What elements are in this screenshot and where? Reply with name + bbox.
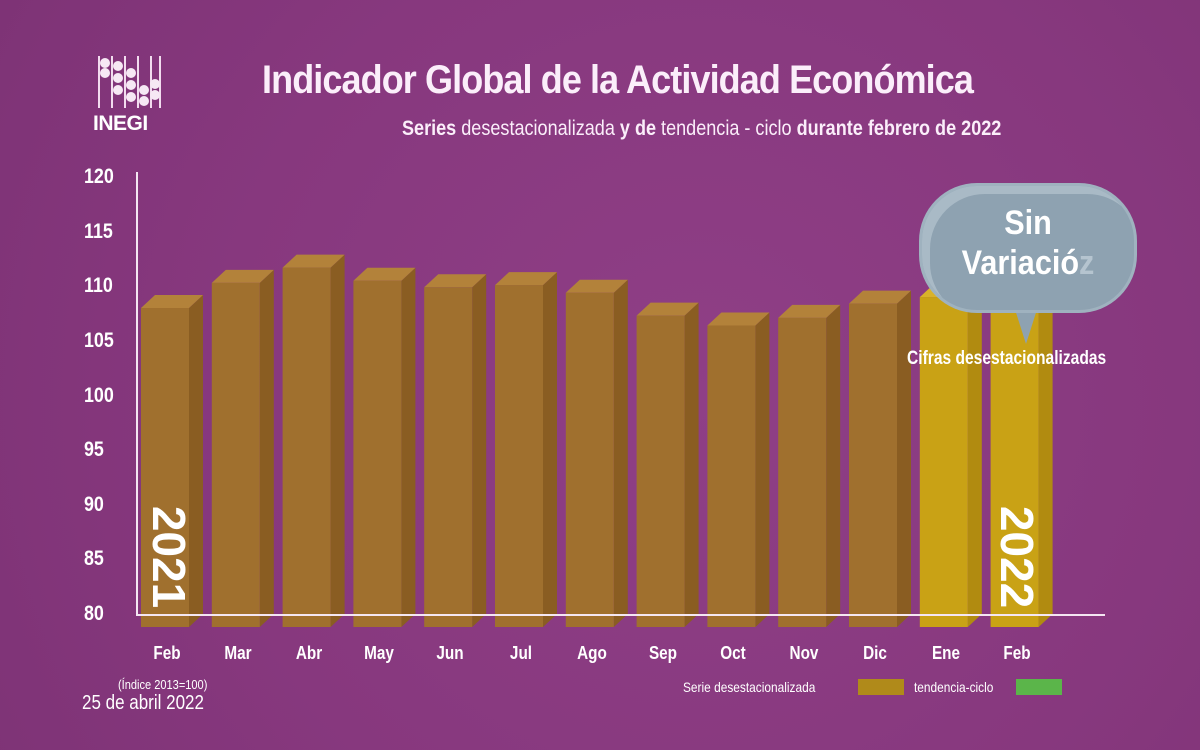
x-tick-label: Sep: [648, 643, 677, 663]
callout-line2: Variacióz: [933, 244, 1124, 283]
x-tick-label: Jul: [509, 643, 533, 663]
x-tick-label: Dic: [863, 643, 887, 663]
x-tick-label: Ago: [576, 643, 607, 663]
bar-feb: [990, 297, 1039, 627]
y-tick-label: 95: [84, 438, 104, 462]
bar-top: [211, 269, 274, 283]
x-tick-label: Oct: [720, 643, 747, 663]
bar-side: [897, 290, 911, 627]
bar-mar: [211, 282, 260, 627]
y-tick-label: 85: [84, 547, 104, 571]
y-tick-label: 100: [84, 383, 114, 407]
bar-top: [282, 254, 345, 268]
bar-feb: [141, 308, 189, 627]
callout-line1: Sin: [1004, 204, 1052, 242]
bar-nov: [778, 317, 827, 627]
bar-dic: [849, 303, 897, 627]
subtitle-part: desestacionalizada: [456, 117, 620, 140]
bar-top: [424, 274, 487, 288]
release-date: 25 de abril 2022: [82, 692, 204, 714]
bar-side: [1038, 284, 1053, 627]
bar-oct: [707, 325, 756, 627]
callout-text: Variació: [961, 244, 1080, 282]
bar-top: [636, 302, 699, 316]
x-tick-label: Ene: [931, 643, 960, 663]
subtitle-part: tendencia - ciclo: [656, 117, 797, 140]
x-tick-label: Mar: [224, 643, 252, 663]
bar-side: [967, 284, 982, 627]
bar-side: [472, 274, 487, 627]
y-tick-label: 120: [84, 165, 114, 188]
x-tick-label: Feb: [153, 643, 181, 663]
bar-abr: [282, 267, 331, 627]
bar-top: [565, 279, 628, 293]
bar-side: [684, 302, 699, 627]
y-tick-label: 80: [84, 602, 104, 625]
y-tick-label: 90: [84, 492, 104, 516]
inegi-logo: [95, 56, 161, 110]
bar-top: [778, 304, 841, 318]
y-tick-label: 115: [84, 219, 113, 243]
subtitle: Series desestacionalizada y de tendencia…: [402, 117, 1001, 141]
x-tick-label: Nov: [789, 643, 819, 663]
bar-jun: [424, 287, 473, 627]
bar-jul: [495, 285, 543, 627]
callout-bubble: Sin Variacióz: [922, 186, 1134, 310]
inegi-logo-icon: [98, 56, 161, 108]
bar-side: [401, 267, 416, 627]
bar-top: [707, 312, 770, 326]
bar-top: [353, 267, 416, 281]
page-title: Indicador Global de la Actividad Económi…: [262, 58, 974, 102]
bar-side: [755, 312, 770, 627]
bar-sep: [636, 315, 685, 627]
bar-ago: [565, 292, 614, 627]
bar-top: [141, 295, 203, 309]
bar-side: [613, 279, 628, 627]
x-tick-label: Jun: [436, 643, 464, 663]
x-tick-label: Feb: [1002, 643, 1031, 663]
x-tick-label: May: [364, 643, 395, 663]
legend-swatch-tendencia: [1016, 679, 1062, 695]
index-note: (Índice 2013=100): [118, 677, 208, 692]
bar-ene: [919, 297, 968, 627]
subtitle-part: durante febrero de 2022: [796, 117, 1002, 140]
legend-swatch-desestacionalizada: [858, 679, 904, 695]
bar-top: [849, 290, 911, 304]
y-tick-label: 105: [84, 328, 114, 352]
bar-side: [543, 272, 557, 627]
x-tick-label: Abr: [295, 643, 322, 663]
bar-side: [189, 295, 203, 627]
legend-label-desestacionalizada: Serie desestacionalizada: [683, 679, 816, 695]
bar-may: [353, 280, 402, 627]
legend-label-tendencia: tendencia-ciclo: [914, 679, 994, 695]
callout-caption: Cifras desestacionalizadas: [907, 348, 1107, 369]
logo-text: INEGI: [93, 112, 148, 135]
bar-side: [826, 304, 841, 627]
y-tick-label: 110: [84, 274, 113, 298]
year-label-2021: 2021: [143, 505, 196, 609]
callout-faded-text: z: [1079, 244, 1095, 282]
bar-side: [259, 269, 274, 627]
year-label-2022: 2022: [991, 505, 1044, 609]
bar-side: [330, 254, 345, 627]
subtitle-part: y de: [619, 117, 657, 140]
bar-top: [495, 272, 557, 286]
subtitle-part: Series: [402, 117, 457, 140]
